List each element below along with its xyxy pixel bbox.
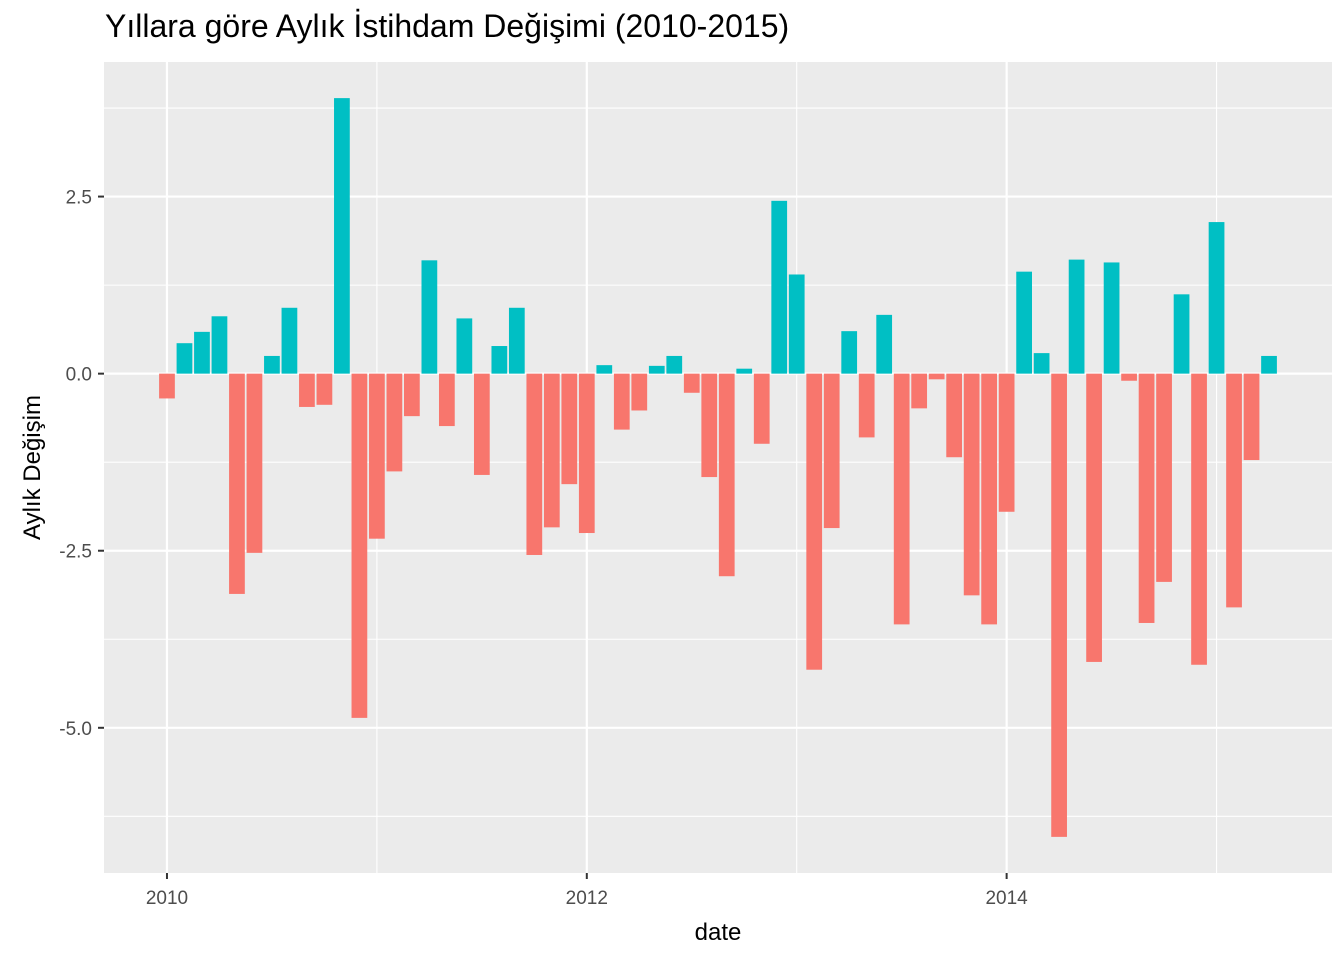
bar — [946, 373, 963, 458]
bars — [159, 98, 1277, 837]
bar — [928, 373, 945, 380]
bar — [858, 373, 875, 438]
bar — [963, 373, 980, 596]
bar — [683, 373, 700, 393]
bar — [159, 373, 175, 399]
bar — [876, 314, 893, 374]
bar — [771, 200, 788, 374]
bar — [631, 373, 648, 411]
bar — [998, 373, 1015, 512]
bar — [1103, 262, 1120, 374]
bar — [1173, 294, 1190, 374]
bar — [246, 373, 263, 553]
bar — [369, 373, 385, 539]
bar — [1086, 373, 1102, 662]
y-axis: 2.5 0.0 -2.5 -5.0 — [59, 188, 104, 740]
bar — [386, 373, 403, 472]
bar — [718, 373, 735, 577]
bar — [1226, 373, 1242, 608]
bar — [841, 331, 858, 374]
bar — [281, 307, 298, 374]
x-axis-label: date — [695, 919, 742, 946]
y-tick-label: -5.0 — [59, 719, 92, 740]
bar — [893, 373, 910, 625]
bar — [543, 373, 560, 528]
bar — [456, 318, 473, 374]
bar — [1243, 373, 1260, 461]
bar — [229, 373, 245, 594]
bar — [578, 373, 595, 534]
bar — [911, 373, 928, 409]
bar — [473, 373, 490, 475]
bar — [806, 373, 823, 670]
bar — [666, 355, 683, 374]
bar — [823, 373, 840, 529]
y-tick-label: 0.0 — [66, 365, 92, 386]
bar — [648, 365, 665, 374]
y-axis-label: Aylık Değişim — [19, 395, 46, 540]
bar — [1121, 373, 1137, 381]
x-tick-label: 2012 — [566, 888, 608, 909]
bar — [1016, 271, 1032, 374]
bar — [176, 343, 193, 374]
bar — [508, 307, 525, 374]
bar — [438, 373, 455, 427]
bar — [613, 373, 630, 430]
bar — [334, 98, 350, 374]
bar — [421, 260, 438, 374]
bar — [351, 373, 368, 718]
x-tick-label: 2010 — [146, 888, 188, 909]
bar — [211, 316, 228, 374]
bar — [981, 373, 998, 625]
bar — [264, 355, 280, 374]
bar — [1261, 355, 1277, 374]
bar — [1033, 353, 1050, 374]
x-tick-label: 2014 — [985, 888, 1028, 909]
bar — [1156, 373, 1172, 582]
bar — [1191, 373, 1207, 665]
bar — [1051, 373, 1067, 837]
chart-title: Yıllara göre Aylık İstihdam Değişimi (20… — [105, 8, 790, 44]
bar — [753, 373, 770, 444]
grid-minor — [104, 62, 1332, 873]
bar — [788, 274, 805, 374]
y-tick-label: -2.5 — [59, 542, 92, 563]
bar — [561, 373, 578, 485]
bar — [194, 331, 210, 374]
bar — [1068, 259, 1085, 374]
bar — [404, 373, 420, 417]
bar — [596, 365, 613, 374]
bar — [701, 373, 718, 478]
bar — [299, 373, 315, 407]
x-axis: 2010 2012 2014 — [146, 873, 1028, 909]
bar — [1208, 222, 1225, 374]
bar — [1138, 373, 1155, 623]
bar — [526, 373, 543, 555]
bar — [491, 346, 508, 374]
bar — [736, 368, 753, 374]
bar — [316, 373, 333, 405]
y-tick-label: 2.5 — [66, 188, 92, 209]
